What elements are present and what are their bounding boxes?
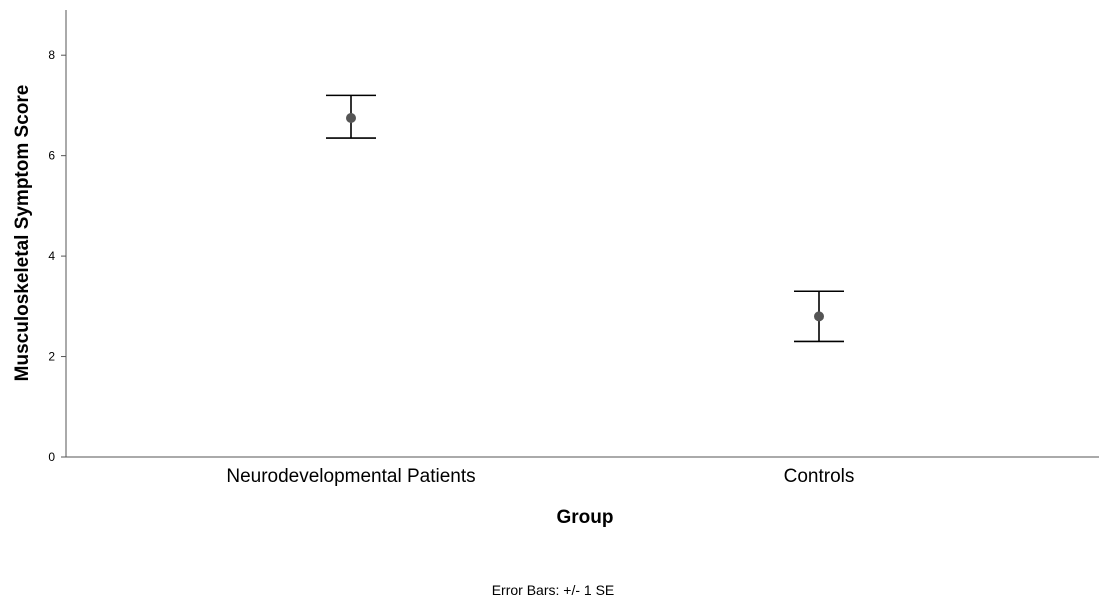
- y-axis-ticks: 0 2 4 6 8: [48, 48, 66, 464]
- x-category-label: Controls: [784, 466, 855, 487]
- x-axis-title: Group: [557, 507, 614, 528]
- y-tick-label: 4: [48, 249, 55, 263]
- mean-point: [346, 112, 356, 123]
- error-bar-footnote: Error Bars: +/- 1 SE: [492, 582, 615, 598]
- data-point-group: [326, 94, 376, 139]
- y-axis-title: Musculoskeletal Symptom Score: [12, 85, 33, 382]
- data-marks: [326, 94, 844, 343]
- y-tick-label: 0: [48, 450, 55, 464]
- x-axis-category-labels: Neurodevelopmental Patients Controls: [226, 466, 854, 487]
- y-tick-label: 2: [48, 350, 55, 364]
- mean-point: [814, 311, 824, 322]
- y-tick-label: 6: [48, 149, 55, 163]
- x-category-label: Neurodevelopmental Patients: [226, 466, 475, 487]
- data-point-group: [794, 290, 844, 343]
- y-tick-label: 8: [48, 48, 55, 62]
- plot-area: 0 2 4 6 8 Neurodevelopmental Patients Control…: [48, 10, 1099, 487]
